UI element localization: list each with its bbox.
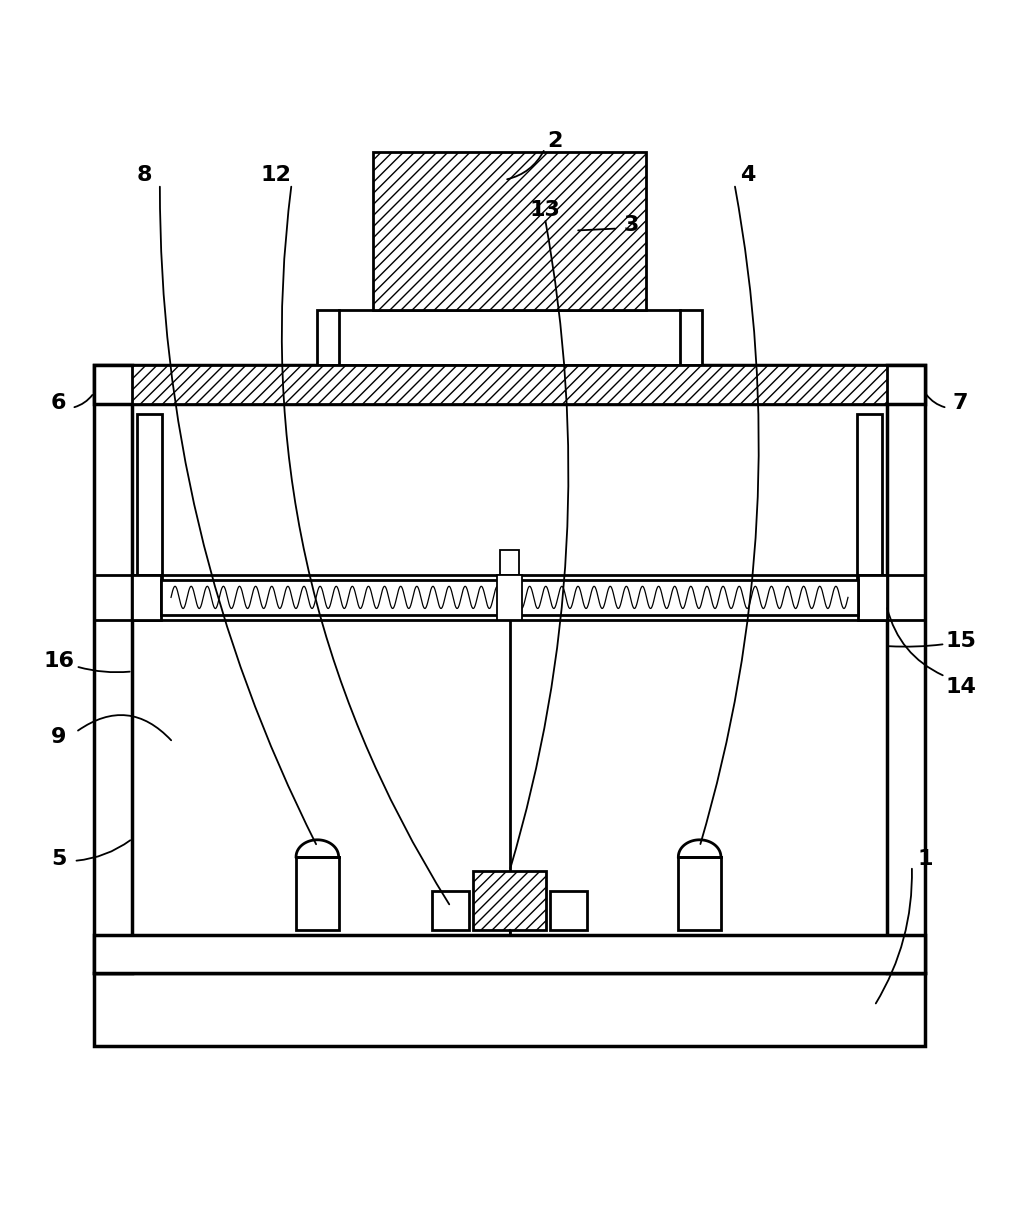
Bar (94, 935, 925, 974)
Bar (679, 857, 720, 930)
Bar (94, 366, 925, 403)
Text: 3: 3 (624, 216, 639, 235)
Text: 9: 9 (51, 728, 66, 747)
Text: 12: 12 (261, 165, 291, 185)
Bar (858, 575, 887, 620)
Text: 13: 13 (530, 200, 560, 220)
Bar (500, 550, 519, 575)
Bar (94, 974, 925, 1046)
Bar (132, 575, 161, 620)
Bar (137, 414, 162, 612)
Text: 15: 15 (945, 631, 976, 652)
Bar (94, 366, 132, 974)
Bar (432, 891, 469, 930)
Text: 1: 1 (917, 849, 932, 868)
Bar (373, 153, 646, 310)
Bar (473, 871, 546, 930)
Text: 7: 7 (953, 392, 968, 413)
Bar (550, 891, 587, 930)
Text: 6: 6 (51, 392, 66, 413)
Text: 5: 5 (51, 849, 66, 868)
Text: 8: 8 (137, 165, 153, 185)
Bar (887, 366, 925, 974)
Bar (132, 366, 887, 403)
Bar (161, 580, 858, 615)
Bar (497, 575, 522, 620)
Text: 2: 2 (547, 131, 562, 151)
Bar (317, 310, 702, 366)
Bar (857, 414, 882, 612)
Text: 4: 4 (740, 165, 755, 185)
Bar (297, 857, 338, 930)
Text: 16: 16 (43, 652, 74, 671)
Text: 14: 14 (945, 677, 976, 696)
